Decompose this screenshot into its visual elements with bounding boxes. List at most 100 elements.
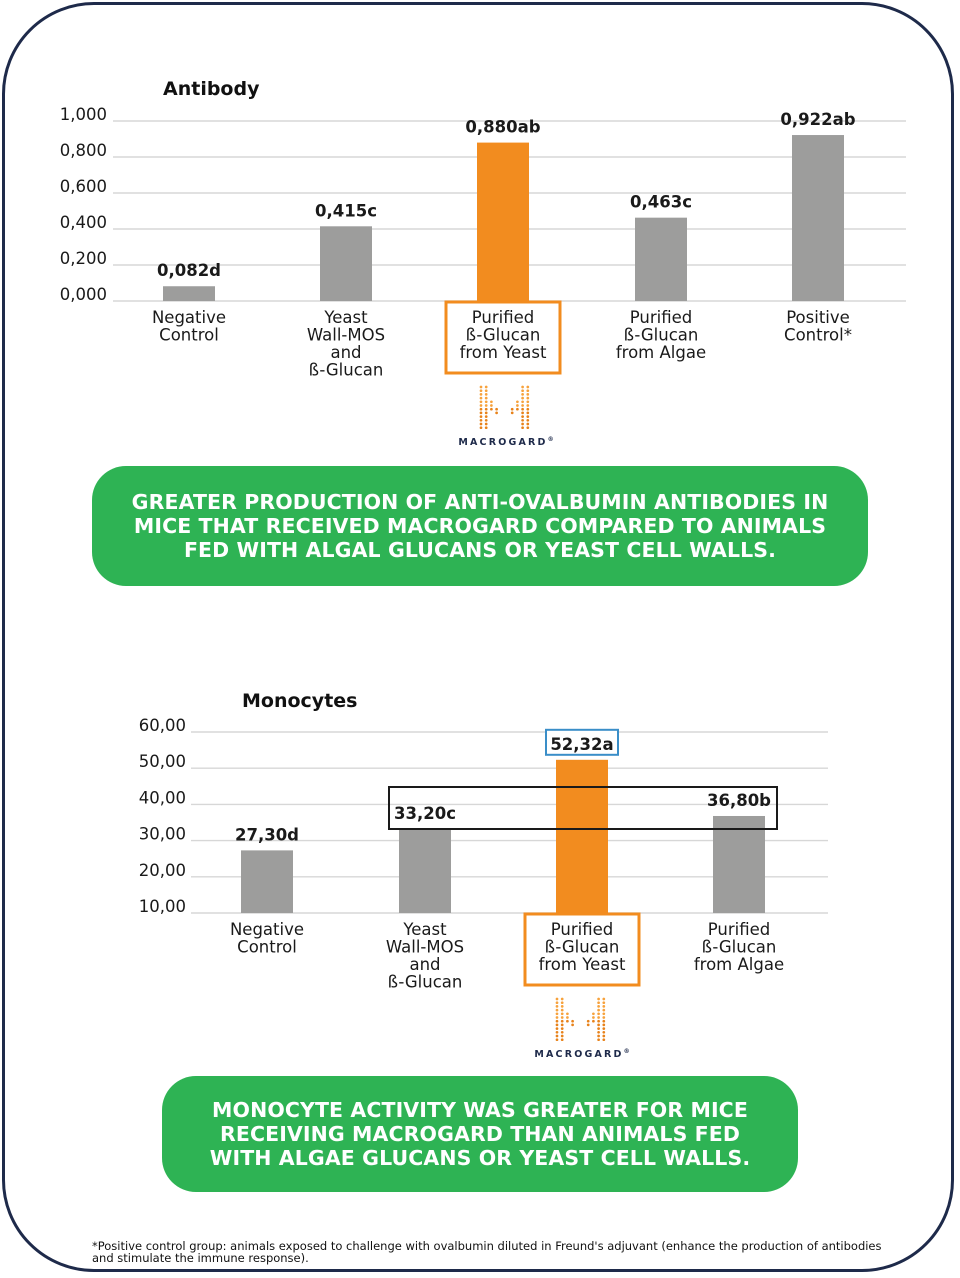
logo-dot — [510, 407, 514, 411]
logo-dot — [566, 1019, 569, 1023]
bar-value-label: 0,922ab — [780, 110, 855, 129]
logo-dot — [602, 1016, 606, 1019]
logo-dot — [602, 1001, 606, 1005]
logo-dot — [526, 415, 530, 418]
category-label: Positive — [786, 308, 850, 327]
macrogard-m-icon — [479, 385, 530, 430]
logo-dot — [560, 1038, 564, 1042]
logo-dot — [597, 1016, 600, 1019]
logo-dot — [479, 407, 483, 411]
logo-dot — [571, 1023, 574, 1027]
logo-dot — [484, 400, 488, 404]
logo-dot — [560, 1023, 564, 1027]
logo-dot — [571, 1019, 574, 1023]
logo-dot — [479, 422, 483, 426]
logo-dot — [597, 1030, 600, 1034]
logo-dot — [560, 1027, 564, 1030]
logo-dot — [560, 1001, 564, 1005]
logo-dot — [521, 422, 524, 426]
logo-dot — [484, 411, 488, 415]
category-label: Control — [237, 938, 297, 957]
category-label: ß-Glucan — [545, 938, 620, 957]
bar — [792, 135, 844, 301]
logo-dot — [521, 393, 524, 396]
logo-dot — [602, 997, 606, 1001]
logo-dot — [555, 1001, 559, 1005]
logo-dot — [526, 404, 530, 407]
logo-dot — [484, 396, 488, 400]
logo-dot — [555, 997, 559, 1001]
logo-dot — [479, 418, 483, 422]
logo-dot — [560, 1034, 564, 1038]
highlight-category-box — [444, 300, 562, 375]
logo-dot — [597, 1008, 600, 1012]
category-label: Yeast — [323, 308, 368, 327]
logo-dot — [602, 1027, 606, 1030]
logo-dot — [560, 1016, 564, 1019]
logo-dot — [521, 404, 524, 407]
y-tick-label: 50,00 — [139, 752, 186, 771]
logo-dot — [526, 396, 530, 400]
logo-dot — [479, 411, 483, 415]
bar — [163, 286, 215, 301]
logo-dot — [495, 407, 498, 411]
y-tick-label: 40,00 — [139, 788, 186, 807]
logo-dot — [495, 411, 498, 415]
logo-dot — [560, 1030, 564, 1034]
y-tick-label: 0,400 — [60, 213, 107, 232]
logo-dot — [510, 411, 514, 415]
logo-dot — [597, 1023, 600, 1027]
logo-dot — [597, 1001, 600, 1005]
logo-dot — [592, 1019, 595, 1023]
macrogard-logo: MACROGARD® — [446, 384, 566, 448]
highlight-category-box — [523, 912, 641, 987]
logo-dot — [490, 407, 493, 411]
logo-dot — [479, 385, 483, 389]
logo-dot — [516, 400, 519, 404]
logo-dot — [479, 396, 483, 400]
y-tick-label: 0,000 — [60, 285, 107, 304]
category-label: Control* — [784, 326, 852, 345]
logo-dot — [597, 1027, 600, 1030]
logo-dot — [555, 1023, 559, 1027]
logo-dot — [479, 393, 483, 396]
logo-dot — [484, 415, 488, 418]
logo-dot — [555, 1016, 559, 1019]
logo-dot — [560, 1008, 564, 1012]
category-label: ß-Glucan — [702, 938, 777, 957]
logo-dot — [555, 1012, 559, 1016]
logo-dot — [484, 407, 488, 411]
category-label: Wall-MOS — [386, 938, 464, 957]
category-label: Control — [159, 326, 219, 345]
antibody-chart-title: Antibody — [163, 78, 260, 100]
logo-dot — [597, 1005, 600, 1008]
logo-dot — [597, 1038, 600, 1042]
logo-dot — [521, 396, 524, 400]
bar-value-label: 0,880ab — [465, 118, 540, 137]
logo-dot — [484, 426, 488, 430]
logo-dot — [555, 1027, 559, 1030]
logo-dot — [526, 407, 530, 411]
bar-value-label: 33,20c — [394, 804, 456, 823]
logo-dot — [516, 404, 519, 407]
logo-dot — [521, 389, 524, 393]
logo-dot — [490, 400, 493, 404]
category-label: Negative — [152, 308, 226, 327]
bar — [713, 815, 765, 913]
logo-dot — [555, 1034, 559, 1038]
macrogard-wordmark: MACROGARD® — [534, 1048, 630, 1061]
logo-dot — [526, 393, 530, 396]
category-label: ß-Glucan — [466, 326, 541, 345]
category-label: ß-Glucan — [309, 361, 384, 380]
comparison-box — [388, 786, 778, 830]
y-tick-label: 60,00 — [139, 716, 186, 735]
logo-dot — [526, 418, 530, 422]
logo-dot — [566, 1012, 569, 1016]
bar — [399, 829, 451, 913]
category-label: Wall-MOS — [307, 326, 385, 345]
category-label: and — [409, 955, 440, 974]
logo-dot — [521, 411, 524, 415]
logo-dot — [566, 1016, 569, 1019]
bar — [635, 217, 687, 301]
